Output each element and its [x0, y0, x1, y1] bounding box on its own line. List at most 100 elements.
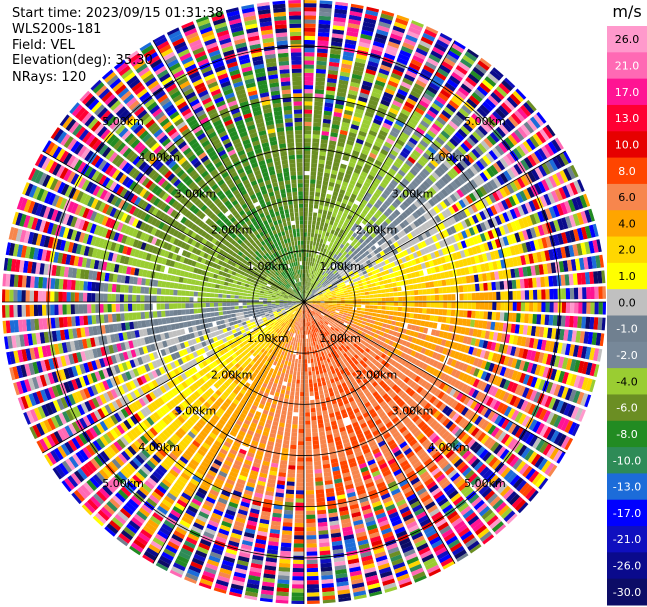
- radar-gate: [314, 391, 319, 396]
- radar-gate: [309, 346, 312, 351]
- radar-gate: [312, 289, 316, 294]
- radar-gate: [295, 387, 300, 392]
- radar-gate: [325, 280, 330, 284]
- radar-gate: [385, 186, 393, 193]
- radar-gate: [361, 185, 369, 192]
- radar-gate: [304, 7, 317, 12]
- radar-gate: [335, 236, 341, 242]
- radar-gate: [306, 522, 316, 528]
- radar-gate: [329, 278, 334, 283]
- radar-gate: [384, 174, 392, 182]
- radar-gate: [316, 357, 320, 362]
- radar-gate: [330, 252, 335, 258]
- radar-gate: [483, 311, 488, 320]
- radar-gate: [357, 134, 366, 141]
- radar-gate: [422, 308, 427, 314]
- radar-gate: [282, 530, 292, 536]
- radar-gate: [294, 399, 299, 405]
- radar-gate: [313, 382, 318, 388]
- radar-gate: [524, 313, 529, 324]
- radar-gate: [342, 251, 348, 256]
- radar-gate: [323, 372, 328, 377]
- radar-gate: [323, 239, 327, 245]
- radar-gate: [422, 180, 431, 189]
- radar-gate: [351, 73, 362, 80]
- radar-gate: [304, 27, 316, 32]
- radar-gate: [322, 126, 330, 132]
- radar-gate: [483, 282, 488, 291]
- radar-gate: [390, 103, 401, 112]
- radar-gate: [317, 36, 329, 42]
- radar-gate: [415, 79, 427, 88]
- radar-gate: [492, 291, 497, 300]
- radar-gate: [447, 50, 460, 60]
- radar-gate: [319, 274, 323, 279]
- radar-gate: [394, 198, 402, 206]
- radar-gate: [435, 71, 447, 81]
- radar-gate: [280, 550, 291, 556]
- radar-gate: [342, 256, 347, 261]
- radar-gate: [292, 354, 296, 359]
- radar-gate: [304, 15, 316, 20]
- radar-gate: [407, 156, 416, 164]
- radar-gate: [305, 412, 310, 417]
- radar-gate: [359, 92, 369, 99]
- radar-gate: [312, 270, 316, 276]
- radar-gate: [466, 137, 476, 147]
- radar-gate: [375, 110, 386, 118]
- radar-gate: [304, 23, 316, 28]
- radar-gate: [526, 119, 538, 132]
- radar-gate: [305, 457, 313, 462]
- radar-gate: [360, 33, 373, 41]
- radar-gate: [332, 296, 337, 299]
- radar-gate: [319, 200, 325, 206]
- radar-gate: [445, 278, 451, 286]
- radar-gate: [416, 103, 427, 112]
- radar-gate: [295, 490, 304, 495]
- radar-gate: [346, 214, 353, 220]
- radar-gate: [323, 114, 332, 120]
- radar-gate: [343, 177, 350, 183]
- radar-gate: [317, 283, 322, 288]
- radar-gate: [304, 330, 306, 335]
- radar-gate: [364, 288, 369, 292]
- radar-gate: [374, 114, 384, 122]
- radar-gate: [319, 151, 327, 157]
- radar-gate: [475, 283, 480, 292]
- radar-gate: [430, 308, 435, 315]
- radar-gate: [349, 179, 356, 186]
- radar-gate: [375, 174, 383, 181]
- radar-gate: [509, 93, 521, 106]
- radar-gate: [350, 6, 364, 13]
- radar-gate: [423, 64, 435, 74]
- radar-gate: [353, 244, 359, 250]
- radar-gate: [372, 286, 377, 291]
- radar-gate: [323, 110, 333, 116]
- radar-gate: [343, 113, 352, 120]
- radar-gate: [373, 249, 379, 255]
- radar-gate: [376, 226, 383, 233]
- radar-gate: [313, 253, 317, 259]
- radar-gate: [492, 302, 497, 311]
- radar-gate: [307, 232, 311, 237]
- radar-gate: [389, 229, 396, 237]
- radar-gate: [320, 443, 328, 449]
- radar-gate: [343, 263, 349, 269]
- radar-gate: [334, 217, 340, 224]
- radar-gate: [321, 234, 325, 240]
- radar-gate: [319, 238, 324, 244]
- radar-gate: [289, 448, 297, 454]
- radar-gate: [443, 57, 456, 67]
- radar-gate: [305, 294, 307, 299]
- radar-gate: [317, 263, 321, 269]
- radar-gate: [311, 154, 318, 160]
- radar-gate: [434, 181, 443, 190]
- radar-gate: [310, 236, 314, 242]
- radar-gate: [434, 193, 443, 202]
- radar-gate: [307, 584, 319, 589]
- radar-gate: [451, 302, 456, 309]
- radar-gate: [324, 278, 329, 283]
- radar-gate: [349, 157, 357, 164]
- radar-gate: [314, 473, 323, 478]
- radar-gate: [397, 154, 406, 162]
